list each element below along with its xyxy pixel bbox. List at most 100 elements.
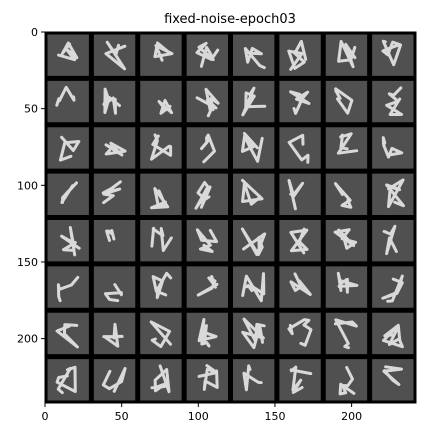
digit-stroke bbox=[381, 274, 404, 303]
digit-stroke bbox=[382, 323, 404, 349]
sample-tile bbox=[372, 173, 414, 215]
sample-tile bbox=[93, 127, 136, 169]
digit-stroke bbox=[287, 39, 308, 71]
digit-stroke bbox=[150, 187, 170, 210]
sample-tile bbox=[233, 220, 275, 262]
sample-tile bbox=[47, 220, 89, 262]
sample-tile bbox=[325, 34, 368, 76]
sample-tile bbox=[93, 220, 136, 262]
tile-background bbox=[233, 173, 275, 215]
sample-tile bbox=[47, 359, 89, 401]
sample-tile bbox=[140, 173, 182, 215]
sample-tile bbox=[325, 220, 368, 262]
digit-stroke bbox=[382, 224, 398, 256]
digit-stroke bbox=[195, 87, 220, 118]
tile-background bbox=[47, 34, 89, 76]
digit-stroke bbox=[55, 85, 76, 107]
sample-tile bbox=[140, 312, 182, 355]
sample-tile bbox=[186, 312, 228, 355]
digit-stroke bbox=[101, 180, 122, 205]
sample-tile bbox=[325, 173, 368, 215]
tile-background bbox=[233, 34, 275, 76]
digit-stroke bbox=[55, 323, 79, 349]
sample-tile bbox=[140, 359, 182, 401]
tile-background bbox=[372, 220, 414, 262]
image-grid bbox=[45, 32, 416, 403]
digit-stroke bbox=[105, 229, 116, 242]
sample-tile bbox=[186, 80, 228, 123]
digit-stroke bbox=[240, 132, 264, 163]
tile-background bbox=[47, 80, 89, 123]
sample-tile bbox=[186, 266, 228, 308]
y-tick-label: 0 bbox=[31, 26, 38, 39]
sample-tile bbox=[140, 220, 182, 262]
sample-tile bbox=[372, 127, 414, 169]
sample-tile bbox=[233, 127, 275, 169]
sample-tile bbox=[47, 34, 89, 76]
digit-stroke bbox=[150, 226, 173, 252]
digit-stroke bbox=[196, 275, 219, 297]
digit-stroke bbox=[289, 365, 313, 394]
sample-tile bbox=[93, 359, 136, 401]
sample-tile bbox=[372, 80, 414, 123]
digit-stroke bbox=[336, 132, 359, 155]
sample-tile bbox=[47, 80, 89, 123]
sample-tile bbox=[233, 359, 275, 401]
sample-tile bbox=[325, 127, 368, 169]
digit-stroke bbox=[336, 271, 359, 294]
digit-stroke bbox=[195, 228, 219, 253]
digit-stroke bbox=[149, 320, 172, 349]
digit-stroke bbox=[382, 365, 403, 386]
sample-tile bbox=[93, 173, 136, 215]
digit-stroke bbox=[194, 181, 212, 210]
sample-tile bbox=[140, 80, 182, 123]
digit-stroke bbox=[197, 318, 218, 348]
digit-stroke bbox=[101, 366, 127, 393]
sample-tile bbox=[372, 359, 414, 401]
x-tick-label: 0 bbox=[42, 410, 49, 423]
digit-stroke bbox=[381, 136, 404, 159]
tile-background bbox=[186, 266, 228, 308]
sample-tile bbox=[372, 266, 414, 308]
sample-tile bbox=[233, 80, 275, 123]
tile-background bbox=[47, 359, 89, 401]
tile-background bbox=[47, 312, 89, 355]
digit-stroke bbox=[200, 133, 216, 164]
sample-tile bbox=[279, 359, 321, 401]
digit-stroke bbox=[241, 178, 264, 206]
sample-tile bbox=[186, 34, 228, 76]
sample-tile bbox=[233, 312, 275, 355]
tile-background bbox=[279, 173, 321, 215]
tile-background bbox=[279, 312, 321, 355]
sample-tile bbox=[325, 80, 368, 123]
sample-tile bbox=[279, 266, 321, 308]
digit-stroke bbox=[241, 86, 267, 117]
tile-background bbox=[186, 127, 228, 169]
digit-stroke bbox=[333, 228, 358, 250]
digit-stroke bbox=[242, 364, 263, 392]
sample-tile bbox=[140, 127, 182, 169]
digit-stroke bbox=[287, 318, 313, 347]
sample-tile bbox=[372, 312, 414, 355]
sample-tile bbox=[279, 80, 321, 123]
digit-stroke bbox=[150, 364, 171, 394]
y-tick-label: 150 bbox=[17, 256, 38, 269]
digit-stroke bbox=[333, 318, 358, 350]
sample-tile bbox=[186, 173, 228, 215]
digit-stroke bbox=[151, 271, 173, 300]
digit-stroke bbox=[289, 227, 309, 255]
sample-tile bbox=[279, 220, 321, 262]
tile-background bbox=[325, 359, 368, 401]
digit-stroke bbox=[333, 182, 353, 209]
sample-tile bbox=[233, 266, 275, 308]
digit-stroke bbox=[334, 87, 354, 115]
digit-stroke bbox=[241, 317, 266, 350]
digit-stroke bbox=[287, 179, 305, 211]
x-tick-label: 100 bbox=[188, 410, 209, 423]
digit-stroke bbox=[55, 365, 77, 395]
digit-stroke bbox=[157, 98, 174, 115]
digit-stroke bbox=[60, 226, 81, 257]
digit-stroke bbox=[381, 39, 403, 67]
sample-tile bbox=[279, 34, 321, 76]
sample-tile bbox=[186, 127, 228, 169]
